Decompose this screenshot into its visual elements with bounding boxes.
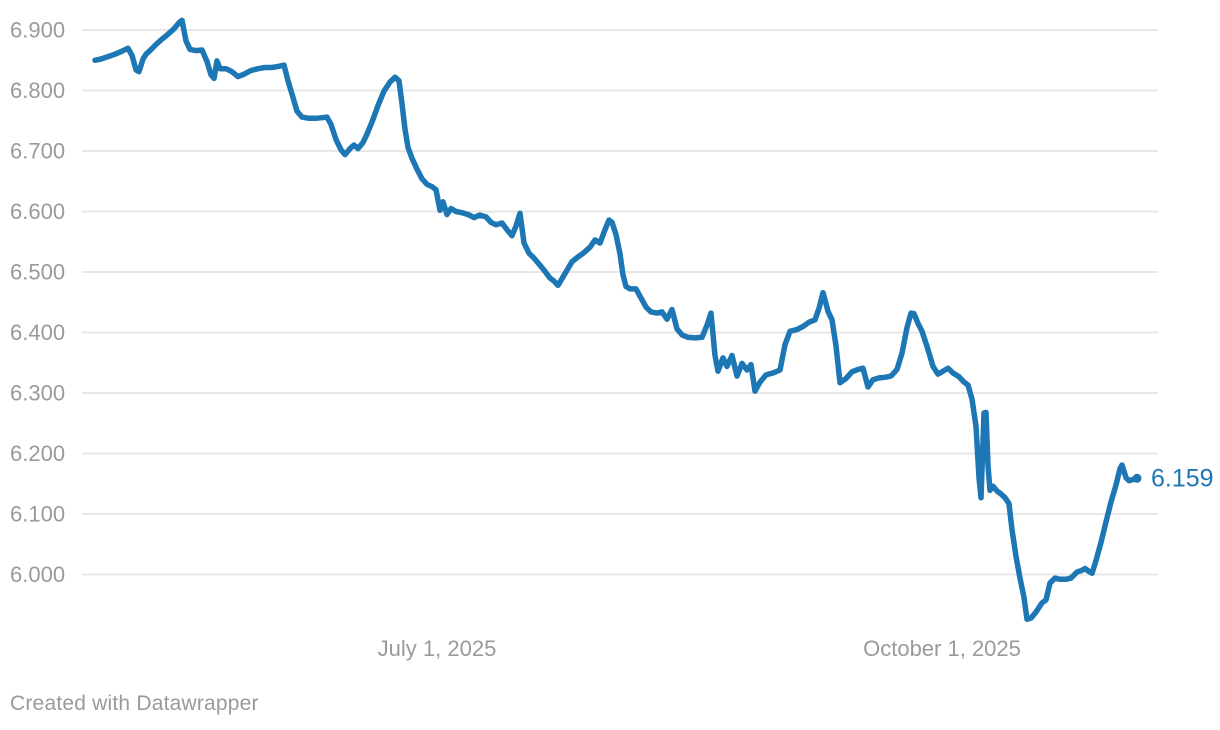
y-axis-label: 6.100 [10, 502, 65, 527]
y-axis-label: 6.400 [10, 320, 65, 345]
y-axis-labels: 6.900 6.800 6.700 6.600 6.500 6.400 6.300 6.200… [10, 18, 65, 588]
y-axis-label: 6.000 [10, 562, 65, 587]
y-axis-label: 6.700 [10, 139, 65, 164]
y-axis-label: 6.300 [10, 381, 65, 406]
y-axis-label: 6.900 [10, 18, 65, 43]
y-axis-label: 6.800 [10, 78, 65, 103]
x-axis-label: October 1, 2025 [863, 636, 1021, 661]
end-value-label: 6.159 [1151, 464, 1214, 492]
attribution: Created with Datawrapper [10, 692, 259, 715]
y-axis-label: 6.200 [10, 441, 65, 466]
x-axis-label: July 1, 2025 [378, 636, 497, 661]
end-point-marker [1132, 473, 1142, 483]
y-axis-label: 6.500 [10, 260, 65, 285]
x-axis-labels: July 1, 2025 October 1, 2025 [378, 636, 1021, 661]
series-line[interactable] [92, 17, 1140, 623]
y-axis-label: 6.600 [10, 199, 65, 224]
